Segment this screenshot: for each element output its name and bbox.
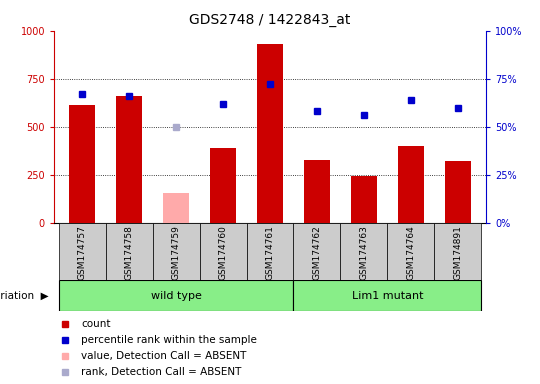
Text: GSM174759: GSM174759 [172, 225, 180, 280]
Text: GSM174761: GSM174761 [266, 225, 274, 280]
Text: value, Detection Call = ABSENT: value, Detection Call = ABSENT [81, 351, 246, 361]
Text: genotype/variation  ▶: genotype/variation ▶ [0, 291, 49, 301]
Text: percentile rank within the sample: percentile rank within the sample [81, 335, 257, 345]
Bar [210, 148, 236, 223]
Text: count: count [81, 319, 111, 329]
Text: rank, Detection Call = ABSENT: rank, Detection Call = ABSENT [81, 367, 241, 377]
Text: GSM174764: GSM174764 [407, 225, 415, 280]
Bar [163, 193, 189, 223]
Bar [434, 223, 481, 280]
Bar [247, 223, 293, 280]
Text: GSM174891: GSM174891 [453, 225, 462, 280]
Text: GSM174762: GSM174762 [313, 225, 321, 280]
Text: GSM174757: GSM174757 [78, 225, 87, 280]
Bar [293, 280, 481, 311]
Bar [200, 223, 247, 280]
Bar [398, 146, 424, 223]
Bar [59, 280, 293, 311]
Text: wild type: wild type [151, 291, 201, 301]
Bar [445, 161, 471, 223]
Bar [153, 223, 200, 280]
Bar [304, 161, 330, 223]
Bar [351, 176, 377, 223]
Bar [293, 223, 340, 280]
Bar [59, 223, 106, 280]
Bar [257, 44, 283, 223]
Text: GSM174760: GSM174760 [219, 225, 227, 280]
Bar [69, 104, 95, 223]
Bar [387, 223, 434, 280]
Bar [116, 96, 142, 223]
Text: GSM174758: GSM174758 [125, 225, 133, 280]
Bar [340, 223, 387, 280]
Bar [106, 223, 153, 280]
Title: GDS2748 / 1422843_at: GDS2748 / 1422843_at [190, 13, 350, 27]
Text: Lim1 mutant: Lim1 mutant [352, 291, 423, 301]
Text: GSM174763: GSM174763 [360, 225, 368, 280]
